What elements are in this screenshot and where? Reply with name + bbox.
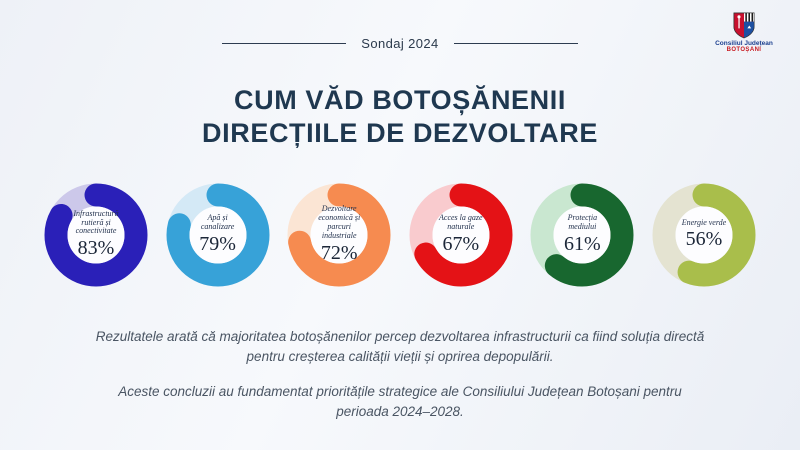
logo-org-name: Consiliul Județean bbox=[715, 40, 773, 47]
coat-of-arms-icon bbox=[733, 12, 755, 39]
donut-ring-svg bbox=[409, 183, 513, 287]
page-title-line-1: CUM VĂD BOTOȘĂNENII bbox=[234, 85, 566, 115]
page-title-line-2: DIRECȚIILE DE DEZVOLTARE bbox=[202, 118, 598, 148]
donut-ring-svg bbox=[652, 183, 756, 287]
kicker-right-rule bbox=[453, 42, 578, 45]
conclusion-paragraph-1: Rezultatele arată că majoritatea botoșăn… bbox=[95, 329, 705, 365]
conclusion-paragraph-2: Aceste concluzii au fundamentat priorită… bbox=[118, 383, 682, 419]
logo-org-county: BOTOȘANI bbox=[726, 47, 762, 53]
kicker-left-rule bbox=[222, 42, 347, 45]
conclusions-block: Rezultatele arată că majoritatea botoșăn… bbox=[0, 327, 800, 436]
donut-chart-2: Apă și canalizare 79% bbox=[166, 183, 270, 287]
donut-chart-1: Infrastructură rutieră și conectivitate 8… bbox=[44, 183, 148, 287]
donut-row: Infrastructură rutieră și conectivitate 8… bbox=[44, 183, 756, 287]
page-title: CUM VĂD BOTOȘĂNENII DIRECȚIILE DE DEZVOL… bbox=[0, 84, 800, 150]
donut-chart-6: Energie verde 56% bbox=[652, 183, 756, 287]
county-council-logo: Consiliul Județean BOTOȘANI bbox=[710, 12, 778, 53]
donut-ring-svg bbox=[44, 183, 148, 287]
donut-chart-4: Acces la gaze naturale 67% bbox=[409, 183, 513, 287]
donut-ring-svg bbox=[530, 183, 634, 287]
header-kicker-row: Sondaj 2024 bbox=[0, 36, 800, 51]
survey-kicker-label: Sondaj 2024 bbox=[361, 36, 439, 51]
donut-ring-svg bbox=[287, 183, 391, 287]
donut-chart-3: Dezvoltare economică și parcuri industri… bbox=[287, 183, 391, 287]
donut-chart-5: Protecția mediului 61% bbox=[530, 183, 634, 287]
donut-ring-svg bbox=[166, 183, 270, 287]
